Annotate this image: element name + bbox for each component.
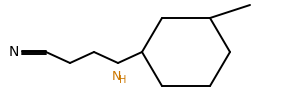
Text: N: N bbox=[111, 70, 121, 83]
Text: H: H bbox=[119, 75, 127, 85]
Text: N: N bbox=[9, 45, 19, 59]
